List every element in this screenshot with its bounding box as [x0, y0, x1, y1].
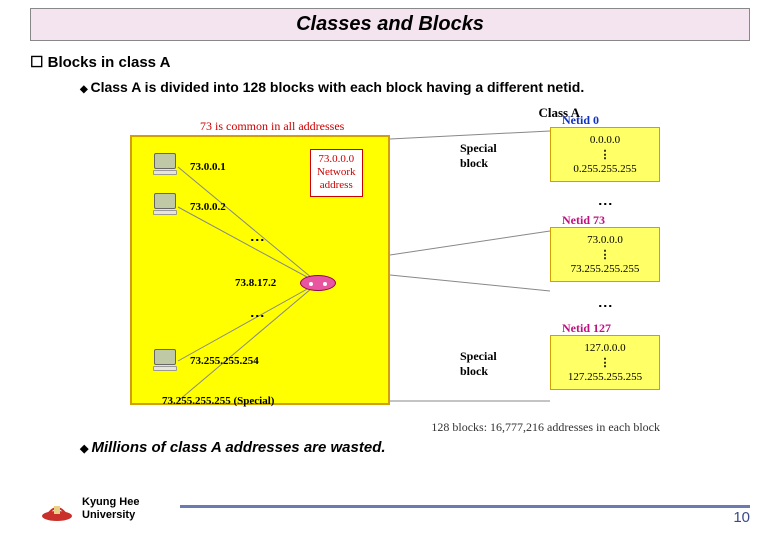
block-ip-end: 73.255.255.255 [555, 263, 655, 275]
netid-label-0: Netid 0 [562, 113, 599, 128]
dots-icon: ⋮ [250, 233, 266, 248]
computer-icon [150, 349, 180, 373]
block-ip-end: 127.255.255.255 [555, 371, 655, 383]
block-ip-start: 0.0.0.0 [555, 134, 655, 146]
dots-icon: ⋮ [250, 309, 266, 324]
footer-bar [180, 505, 750, 508]
computer-icon [150, 193, 180, 217]
dots-icon: ⋮ [555, 148, 655, 161]
slide-title: Classes and Blocks [30, 8, 750, 41]
page-number: 10 [733, 509, 750, 526]
net-addr-ip: 73.0.0.0 [317, 153, 356, 166]
netid-label-127: Netid 127 [562, 321, 611, 336]
university-logo-icon [40, 496, 74, 522]
net-addr-l3: address [317, 179, 356, 192]
block-box-73: 73.0.0.0 ⋮ 73.255.255.255 [550, 227, 660, 282]
university-name: Kyung Hee University [82, 496, 139, 522]
ip-label: 73.0.0.2 [190, 201, 226, 213]
ip-label: 73.0.0.1 [190, 161, 226, 173]
ip-label: 73.8.17.2 [235, 277, 276, 289]
block-box-127: 127.0.0.0 ⋮ 127.255.255.255 [550, 335, 660, 390]
hub-icon [300, 275, 336, 291]
uni-line1: Kyung Hee [82, 496, 139, 508]
ip-label: 73.255.255.254 [190, 355, 259, 367]
netid-label-73: Netid 73 [562, 213, 605, 228]
network-address-box: 73.0.0.0 Network address [310, 149, 363, 197]
uni-line2: University [82, 509, 135, 521]
block-ip-start: 127.0.0.0 [555, 342, 655, 354]
dots-icon: ⋮ [555, 248, 655, 261]
dots-icon: ⋮ [598, 197, 614, 212]
computer-icon [150, 153, 180, 177]
block-ip-end: 0.255.255.255 [555, 163, 655, 175]
special-block-label: Specialblock [460, 349, 520, 379]
diagram-area: Class A 73 is common in all addresses 73… [100, 105, 680, 435]
diagram-caption: 128 blocks: 16,777,216 addresses in each… [431, 420, 660, 435]
bullet-level1: Blocks in class A [30, 53, 750, 71]
special-block-label: Specialblock [460, 141, 520, 171]
bullet-level2: Class A is divided into 128 blocks with … [80, 79, 750, 95]
net-addr-l2: Network [317, 166, 356, 179]
block-box-0: 0.0.0.0 ⋮ 0.255.255.255 [550, 127, 660, 182]
wasted-bullet: Millions of class A addresses are wasted… [80, 439, 750, 456]
dots-icon: ⋮ [598, 299, 614, 314]
block-ip-start: 73.0.0.0 [555, 234, 655, 246]
dots-icon: ⋮ [555, 356, 655, 369]
ip-label-special: 73.255.255.255 (Special) [162, 395, 274, 407]
